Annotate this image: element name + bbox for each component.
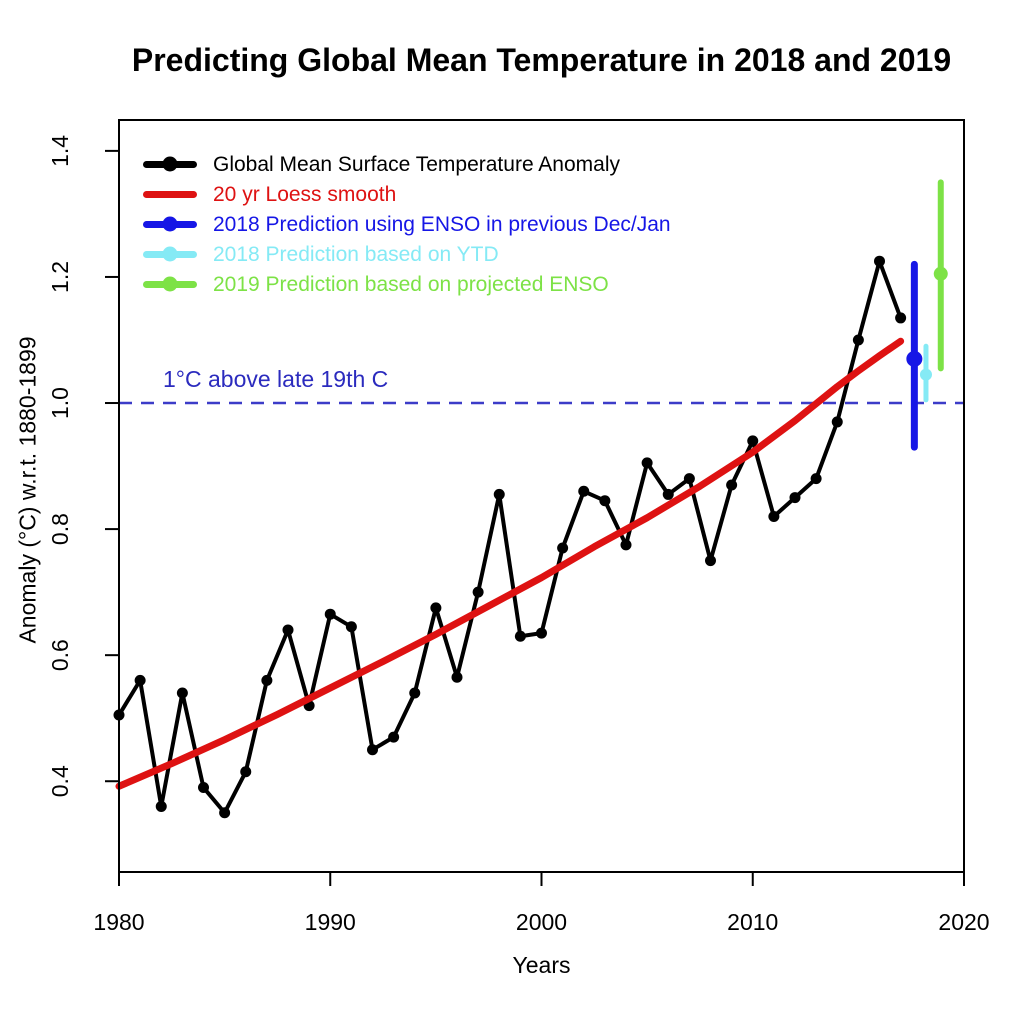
temperature-anomaly-point <box>662 488 674 500</box>
loess-smooth-line <box>115 337 905 790</box>
x-tick-label: 2000 <box>516 909 567 935</box>
legend-marker-line-dot-icon <box>143 156 197 172</box>
prediction-errorbar-center <box>919 368 932 381</box>
temperature-anomaly-point <box>493 488 505 500</box>
temperature-anomaly-point <box>599 495 611 507</box>
x-tick-label: 2010 <box>727 909 778 935</box>
temperature-anomaly-point <box>683 473 695 485</box>
temperature-anomaly-point <box>557 542 569 554</box>
temperature-anomaly-point <box>536 627 547 639</box>
prediction-errorbar-center <box>906 350 923 367</box>
y-tick-label: 0.4 <box>47 765 73 797</box>
temperature-anomaly-point <box>261 674 273 686</box>
temperature-anomaly-point <box>409 687 421 699</box>
legend-item-label: 20 yr Loess smooth <box>213 182 397 206</box>
reference-line-label: 1°C above late 19th C <box>163 366 389 392</box>
legend-marker-line-dot-icon <box>143 276 197 292</box>
legend-item-label: 2018 Prediction based on YTD <box>213 242 499 266</box>
y-tick-label: 1.0 <box>47 387 73 419</box>
legend-item: 2019 Prediction based on projected ENSO <box>143 269 671 299</box>
temperature-anomaly-point <box>388 731 400 743</box>
temperature-anomaly-point <box>810 473 822 485</box>
temperature-anomaly-point <box>747 435 759 447</box>
temperature-anomaly-point <box>155 800 167 812</box>
temperature-anomaly-point <box>367 744 378 756</box>
legend-item-label: 2019 Prediction based on projected ENSO <box>213 272 609 296</box>
y-tick-label: 0.8 <box>47 513 73 545</box>
chart-title: Predicting Global Mean Temperature in 20… <box>131 42 952 78</box>
temperature-anomaly-point <box>789 492 801 504</box>
chart-legend: Global Mean Surface Temperature Anomaly … <box>143 149 671 299</box>
temperature-anomaly-point <box>345 621 357 633</box>
y-tick-label: 0.6 <box>47 639 73 671</box>
temperature-anomaly-point <box>641 457 653 469</box>
legend-marker-line-dot-icon <box>143 216 197 232</box>
legend-item: Global Mean Surface Temperature Anomaly <box>143 149 671 179</box>
legend-item: 20 yr Loess smooth <box>143 179 671 209</box>
temperature-anomaly-point <box>430 602 442 614</box>
temperature-anomaly-point <box>451 671 463 683</box>
temperature-anomaly-line <box>117 259 903 815</box>
temperature-anomaly-point <box>240 766 252 778</box>
temperature-anomaly-point <box>134 674 146 686</box>
legend-item: 2018 Prediction based on YTD <box>143 239 671 269</box>
x-axis-label: Years <box>512 952 571 978</box>
legend-dot-icon <box>162 156 178 172</box>
legend-dot-icon <box>162 216 178 232</box>
x-tick-label: 1980 <box>93 909 144 935</box>
temperature-anomaly-point <box>198 782 209 794</box>
temperature-anomaly-point <box>219 807 231 819</box>
legend-dot-icon <box>162 276 178 292</box>
temperature-anomaly-point <box>852 334 864 346</box>
y-tick-label: 1.2 <box>47 261 73 293</box>
temperature-anomaly-point <box>874 255 885 267</box>
temperature-anomaly-point <box>620 539 632 551</box>
legend-item-label: 2018 Prediction using ENSO in previous D… <box>213 212 671 236</box>
temperature-anomaly-point <box>514 630 526 642</box>
temperature-anomaly-point <box>831 416 843 428</box>
y-axis-label: Anomaly (°C) w.r.t. 1880-1899 <box>14 336 41 644</box>
temperature-anomaly-point <box>726 479 738 491</box>
x-tick-label: 2020 <box>938 909 989 935</box>
legend-item: 2018 Prediction using ENSO in previous D… <box>143 209 671 239</box>
x-tick-label: 1990 <box>305 909 356 935</box>
temperature-anomaly-point <box>768 510 780 522</box>
legend-item-label: Global Mean Surface Temperature Anomaly <box>213 152 620 176</box>
legend-dot-icon <box>162 246 178 262</box>
temperature-anomaly-point <box>324 608 336 620</box>
temperature-anomaly-point <box>282 624 294 636</box>
temperature-anomaly-point <box>578 485 590 497</box>
y-tick-label: 1.4 <box>47 135 73 167</box>
legend-marker-line-icon <box>143 190 197 198</box>
prediction-errorbar-center <box>933 266 948 281</box>
temperature-anomaly-point <box>472 586 484 598</box>
temperature-anomaly-point <box>176 687 188 699</box>
legend-marker-line-dot-icon <box>143 246 197 262</box>
temperature-anomaly-point <box>705 555 716 567</box>
temperature-anomaly-point <box>895 312 907 324</box>
